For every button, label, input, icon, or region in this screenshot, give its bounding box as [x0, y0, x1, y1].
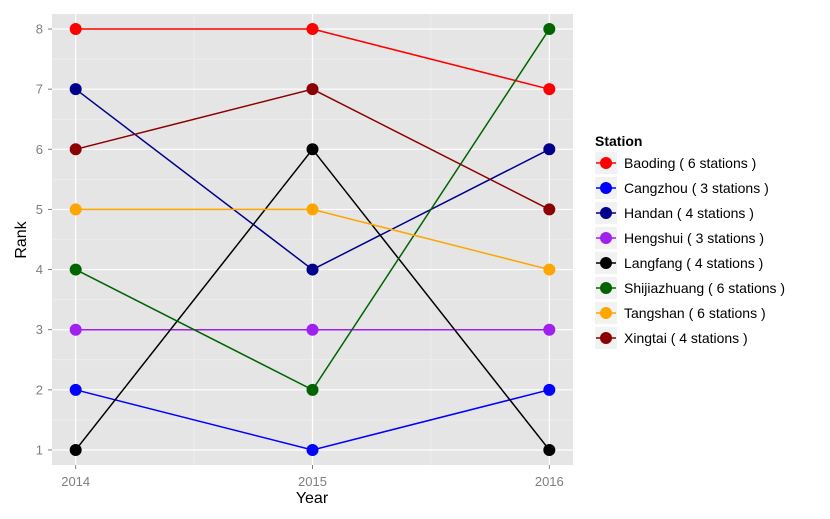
series-points — [69, 23, 556, 456]
data-point-xingtai — [306, 83, 319, 96]
y-axis-ticks: 1 2 3 4 5 6 7 8 — [36, 22, 52, 457]
x-tick-label: 2016 — [535, 474, 564, 489]
legend-key-point — [600, 232, 612, 244]
legend: Station Baoding ( 6 stations ) Cangzhou (… — [595, 133, 785, 349]
data-point-baoding — [69, 23, 82, 36]
data-point-xingtai — [543, 203, 556, 216]
data-point-baoding — [543, 83, 556, 96]
data-point-shijiazhuang — [543, 23, 556, 36]
y-tick-label: 1 — [36, 442, 43, 457]
legend-label-baoding: Baoding ( 6 stations ) — [624, 155, 756, 171]
legend-key-point — [600, 207, 612, 219]
x-tick-label: 2014 — [61, 474, 90, 489]
data-point-langfang — [306, 143, 319, 156]
legend-label-cangzhou: Cangzhou ( 3 stations ) — [624, 180, 769, 196]
y-tick-label: 3 — [36, 322, 43, 337]
legend-key-point — [600, 307, 612, 319]
data-point-langfang — [543, 443, 556, 456]
legend-label-shijiazhuang: Shijiazhuang ( 6 stations ) — [624, 280, 785, 296]
legend-label-handan: Handan ( 4 stations ) — [624, 205, 754, 221]
y-tick-label: 5 — [36, 202, 43, 217]
data-point-tangshan — [306, 203, 319, 216]
data-point-baoding — [306, 23, 319, 36]
legend-key-point — [600, 332, 612, 344]
data-point-tangshan — [543, 263, 556, 276]
legend-key-point — [600, 257, 612, 269]
y-tick-label: 4 — [36, 262, 43, 277]
legend-label-tangshan: Tangshan ( 6 stations ) — [624, 305, 766, 321]
y-tick-label: 6 — [36, 142, 43, 157]
y-tick-label: 8 — [36, 22, 43, 37]
data-point-langfang — [69, 443, 82, 456]
x-tick-label: 2015 — [298, 474, 327, 489]
data-point-cangzhou — [543, 383, 556, 396]
y-tick-label: 7 — [36, 82, 43, 97]
data-point-cangzhou — [306, 443, 319, 456]
legend-title: Station — [595, 133, 642, 149]
data-point-hengshui — [69, 323, 82, 336]
data-point-tangshan — [69, 203, 82, 216]
data-point-shijiazhuang — [306, 383, 319, 396]
x-axis-ticks: 2014 2015 2016 — [61, 465, 564, 489]
legend-key-point — [600, 182, 612, 194]
data-point-handan — [543, 143, 556, 156]
legend-label-hengshui: Hengshui ( 3 stations ) — [624, 230, 764, 246]
data-point-handan — [306, 263, 319, 276]
y-axis-title: Rank — [13, 220, 30, 258]
data-point-xingtai — [69, 143, 82, 156]
data-point-hengshui — [543, 323, 556, 336]
y-tick-label: 2 — [36, 382, 43, 397]
data-point-shijiazhuang — [69, 263, 82, 276]
legend-label-langfang: Langfang ( 4 stations ) — [624, 255, 763, 271]
legend-key-point — [600, 157, 612, 169]
legend-label-xingtai: Xingtai ( 4 stations ) — [624, 330, 748, 346]
legend-key-point — [600, 282, 612, 294]
data-point-cangzhou — [69, 383, 82, 396]
data-point-handan — [69, 83, 82, 96]
data-point-hengshui — [306, 323, 319, 336]
x-axis-title: Year — [296, 490, 329, 507]
